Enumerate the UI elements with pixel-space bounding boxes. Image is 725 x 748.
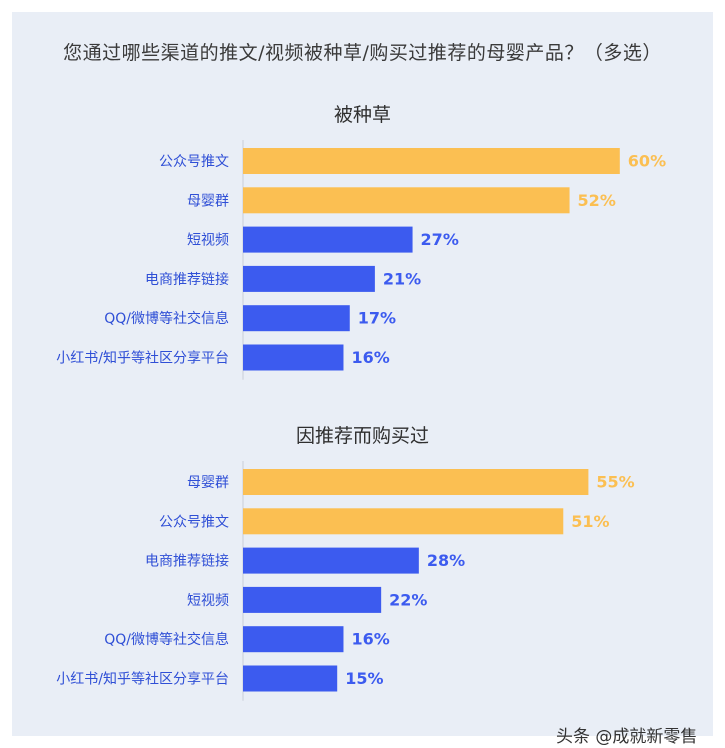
category-label: 电商推荐链接 [145, 271, 229, 288]
category-label: 短视频 [187, 233, 229, 249]
bar [243, 226, 413, 253]
bar [243, 586, 382, 613]
bar [243, 265, 375, 292]
category-label: QQ/微博等社交信息 [104, 631, 229, 648]
bar [243, 469, 589, 495]
value-label: 21% [383, 269, 421, 288]
value-label: 55% [596, 473, 634, 492]
chart-seeded: 公众号推文 60% 母婴群 52% 短视频 27% 电商推荐链接 21% QQ/微博等社交信息 1… [56, 140, 666, 380]
value-label: 16% [351, 630, 389, 649]
chart-1-title: 被种草 [333, 104, 391, 126]
value-label: 60% [628, 152, 666, 171]
page-title: 您通过哪些渠道的推文/视频被种草/购买过推荐的母婴产品？（多选） [63, 42, 662, 64]
category-label: 短视频 [187, 593, 229, 609]
value-label: 16% [351, 348, 389, 367]
bar [243, 305, 350, 332]
bar [243, 344, 344, 371]
bar [243, 547, 419, 574]
value-label: 28% [427, 551, 465, 570]
bar [243, 508, 564, 535]
value-label: 17% [358, 309, 396, 328]
category-label: 公众号推文 [159, 514, 229, 530]
value-label: 22% [389, 590, 427, 609]
value-label: 51% [571, 512, 609, 531]
category-label: 母婴群 [187, 475, 229, 491]
value-label: 52% [578, 191, 616, 210]
category-label: 公众号推文 [159, 154, 229, 170]
value-label: 27% [421, 230, 459, 249]
category-label: QQ/微博等社交信息 [104, 310, 229, 327]
chart-2-title: 因推荐而购买过 [295, 425, 429, 447]
chart-card: 您通过哪些渠道的推文/视频被种草/购买过推荐的母婴产品？（多选） 被种草 公众号… [12, 12, 713, 747]
bar [243, 148, 620, 174]
value-label: 15% [345, 669, 383, 688]
category-label: 小红书/知乎等社区分享平台 [56, 671, 229, 688]
bar [243, 665, 338, 692]
category-label: 电商推荐链接 [145, 553, 229, 570]
bar [243, 187, 570, 214]
chart-purchased: 母婴群 55% 公众号推文 51% 电商推荐链接 28% 短视频 22% QQ/微博等社交信息 1… [56, 461, 635, 701]
category-label: 母婴群 [187, 193, 229, 209]
watermark: 头条 @成就新零售 [556, 727, 698, 747]
bar [243, 626, 344, 653]
category-label: 小红书/知乎等社区分享平台 [56, 350, 229, 367]
